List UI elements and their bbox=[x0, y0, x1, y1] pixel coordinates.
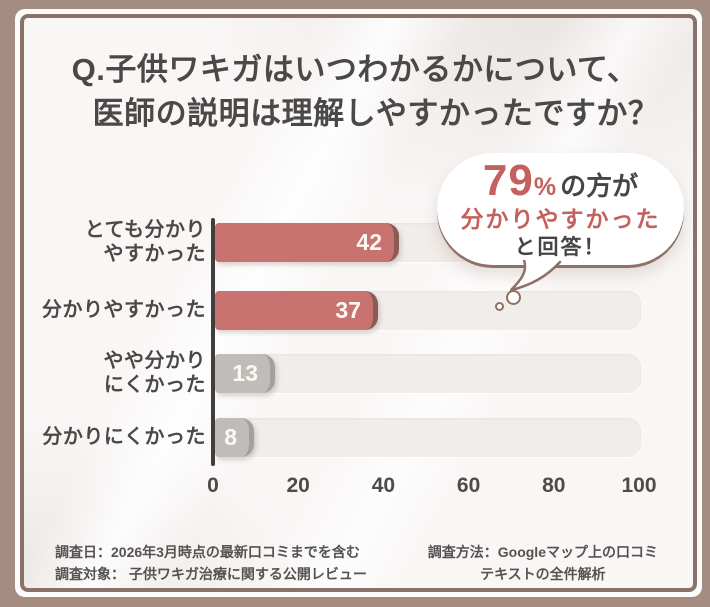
bar-value-label: 8 bbox=[224, 424, 237, 450]
bar-value-label: 42 bbox=[356, 229, 382, 255]
question-title-line-2: 医師の説明は理解しやすかったですか？ bbox=[92, 96, 660, 132]
x-tick-label: 0 bbox=[207, 474, 219, 497]
callout-percent-sign: % bbox=[533, 173, 557, 202]
x-tick-label: 100 bbox=[621, 474, 657, 497]
speech-bubble-tail-icon bbox=[510, 260, 562, 292]
thought-dot-large-icon bbox=[506, 290, 521, 305]
thought-dot-small-icon bbox=[495, 302, 504, 311]
bar: 37 bbox=[215, 291, 378, 330]
survey-method-line-2: テキストの全件解析 bbox=[480, 566, 606, 583]
bar-value-label: 13 bbox=[232, 360, 258, 386]
x-tick-label: 80 bbox=[542, 474, 566, 497]
y-axis-line bbox=[211, 218, 215, 466]
bar: 8 bbox=[215, 418, 254, 457]
survey-date: 調査日：2026年3月時点の最新口コミまでを含む bbox=[55, 544, 360, 560]
bar-track bbox=[215, 418, 641, 457]
survey-notes-left: 調査日：2026年3月時点の最新口コミまでを含む 調査対象： 子供ワキガ治療に関… bbox=[55, 541, 367, 586]
survey-notes: 調査日：2026年3月時点の最新口コミまでを含む 調査対象： 子供ワキガ治療に関… bbox=[55, 541, 658, 586]
bar-track bbox=[215, 354, 641, 393]
x-tick-label: 40 bbox=[371, 474, 396, 497]
category-label: 分かりやすかった bbox=[42, 298, 206, 321]
callout-suffix: の方が bbox=[560, 171, 639, 202]
bar: 42 bbox=[215, 223, 399, 262]
bar-value-label: 37 bbox=[335, 297, 361, 323]
category-label: やや分かり にくかった bbox=[103, 349, 206, 396]
callout-percentage: 79 bbox=[482, 156, 534, 206]
survey-notes-right: 調査方法：Googleマップ上の口コミ テキストの全件解析 bbox=[428, 541, 658, 586]
bar: 13 bbox=[215, 354, 275, 393]
callout-footer-text: と回答！ bbox=[514, 235, 607, 259]
category-label: 分かりにくかった bbox=[42, 425, 206, 448]
category-label: とても分かり やすかった bbox=[84, 218, 206, 265]
callout-headline: 79% の方が bbox=[483, 159, 638, 203]
callout-bubble: 79% の方が 分かりやすかった と回答！ bbox=[437, 153, 684, 265]
callout-answer-text: 分かりやすかった bbox=[460, 206, 661, 233]
question-title: Q.子供ワキガはいつわかるかについて、 医師の説明は理解しやすかったですか？ bbox=[0, 48, 710, 136]
question-title-line-1: Q.子供ワキガはいつわかるかについて、 bbox=[71, 52, 639, 87]
survey-target: 調査対象： 子供ワキガ治療に関する公開レビュー bbox=[55, 566, 367, 583]
x-tick-label: 60 bbox=[456, 474, 481, 497]
x-tick-label: 20 bbox=[286, 474, 310, 497]
survey-method-line-1: 調査方法：Googleマップ上の口コミ bbox=[427, 544, 658, 560]
